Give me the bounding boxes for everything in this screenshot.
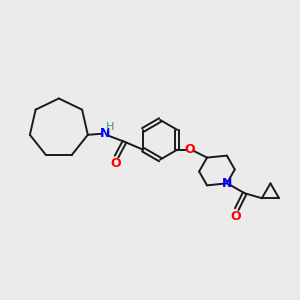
- Text: N: N: [100, 127, 110, 140]
- Text: N: N: [222, 177, 232, 190]
- Text: O: O: [184, 143, 194, 156]
- Text: H: H: [105, 122, 114, 132]
- Text: O: O: [110, 157, 121, 170]
- Text: O: O: [230, 210, 241, 223]
